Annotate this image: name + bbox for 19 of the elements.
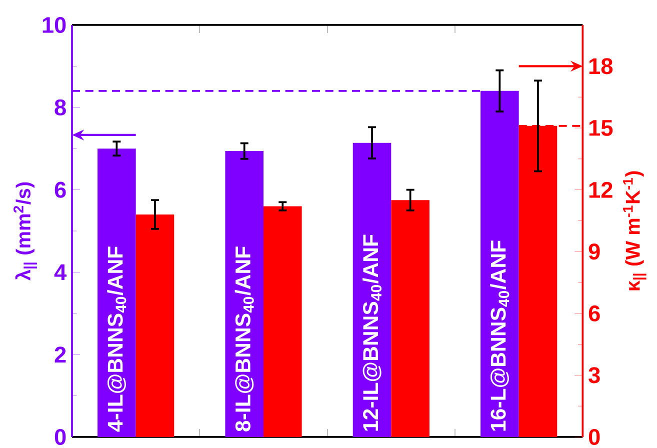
y2-tick-label: 0	[588, 428, 600, 446]
y-tick-label: 4	[54, 264, 67, 280]
y2-tick-label: 18	[589, 58, 613, 74]
y-tick-label: 0	[54, 428, 66, 446]
y2-tick-label: 15	[589, 120, 613, 136]
y-tick-label: 2	[54, 346, 66, 362]
y2-tick-label: 6	[588, 305, 600, 322]
y-axis-title: λ$_{||}$ (mm$^{2}$/s)	[14, 182, 37, 280]
y-tick-label: 8	[54, 99, 66, 116]
y-tick-label: 6	[54, 182, 66, 198]
x-tick-label: 8-IL@BNNS$_{40}$/ANF	[234, 246, 254, 432]
x-tick-label: 16-L@BNNS$_{40}$/ANF	[490, 240, 510, 431]
y-tick-label: 10	[42, 16, 66, 34]
y2-tick-label: 3	[588, 367, 600, 384]
y2-tick-label: 12	[589, 182, 612, 198]
x-tick-label: 4-IL@BNNS$_{40}$/ANF	[107, 246, 126, 432]
y2-axis-title: κ$_{||}$ (W m$^{-1}$K$^{-1}$)	[623, 171, 646, 290]
y2-tick-label: 9	[588, 244, 600, 260]
x-tick-label: 12-IL@BNNS$_{40}$/ANF	[362, 234, 382, 431]
